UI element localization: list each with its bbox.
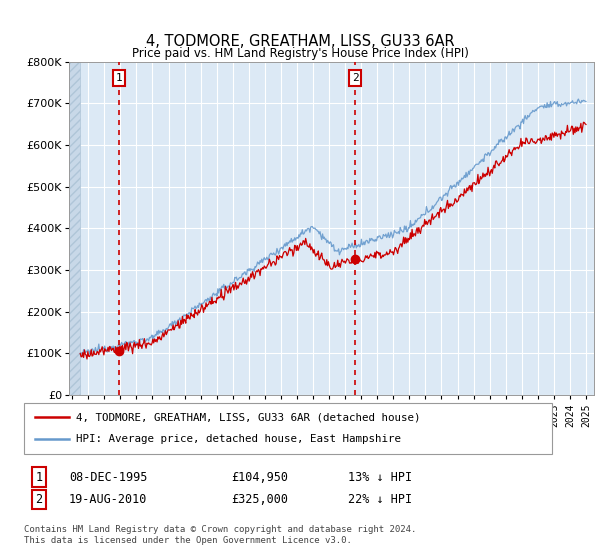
- Text: 2: 2: [352, 73, 359, 83]
- Text: 1: 1: [35, 470, 43, 484]
- Text: 22% ↓ HPI: 22% ↓ HPI: [348, 493, 412, 506]
- Text: Price paid vs. HM Land Registry's House Price Index (HPI): Price paid vs. HM Land Registry's House …: [131, 47, 469, 60]
- Text: £325,000: £325,000: [231, 493, 288, 506]
- Text: This data is licensed under the Open Government Licence v3.0.: This data is licensed under the Open Gov…: [24, 536, 352, 545]
- Text: HPI: Average price, detached house, East Hampshire: HPI: Average price, detached house, East…: [76, 435, 401, 445]
- Text: 19-AUG-2010: 19-AUG-2010: [69, 493, 148, 506]
- Text: 4, TODMORE, GREATHAM, LISS, GU33 6AR (detached house): 4, TODMORE, GREATHAM, LISS, GU33 6AR (de…: [76, 412, 421, 422]
- Text: £104,950: £104,950: [231, 470, 288, 484]
- Text: 08-DEC-1995: 08-DEC-1995: [69, 470, 148, 484]
- Text: 4, TODMORE, GREATHAM, LISS, GU33 6AR: 4, TODMORE, GREATHAM, LISS, GU33 6AR: [146, 34, 454, 49]
- Text: 2: 2: [35, 493, 43, 506]
- Text: 1: 1: [116, 73, 122, 83]
- Text: 13% ↓ HPI: 13% ↓ HPI: [348, 470, 412, 484]
- Bar: [69, 62, 80, 395]
- Text: Contains HM Land Registry data © Crown copyright and database right 2024.: Contains HM Land Registry data © Crown c…: [24, 525, 416, 534]
